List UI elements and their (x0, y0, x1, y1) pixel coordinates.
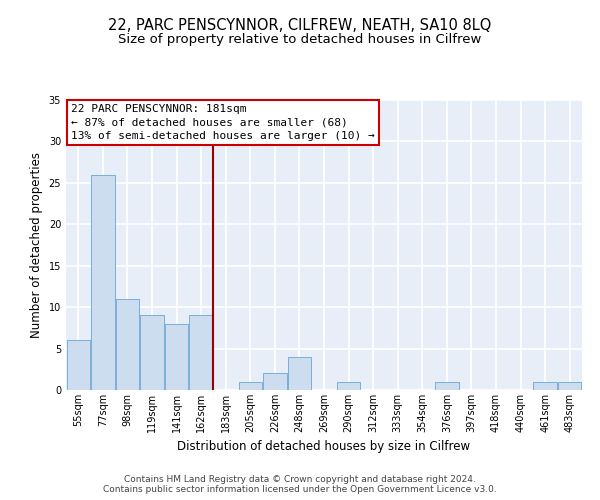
Bar (140, 316, 164, 390)
Text: Size of property relative to detached houses in Cilfrew: Size of property relative to detached ho… (118, 32, 482, 46)
Bar (116, 299, 139, 390)
Text: Contains HM Land Registry data © Crown copyright and database right 2024.
Contai: Contains HM Land Registry data © Crown c… (103, 474, 497, 494)
Bar (337, 382, 360, 390)
X-axis label: Distribution of detached houses by size in Cilfrew: Distribution of detached houses by size … (178, 440, 470, 454)
Bar (263, 374, 287, 390)
Bar (288, 357, 311, 390)
Y-axis label: Number of detached properties: Number of detached properties (30, 152, 43, 338)
Bar (165, 324, 188, 390)
Bar (190, 316, 213, 390)
Bar (239, 382, 262, 390)
Bar (67, 340, 90, 390)
Text: 22 PARC PENSCYNNOR: 181sqm
← 87% of detached houses are smaller (68)
13% of semi: 22 PARC PENSCYNNOR: 181sqm ← 87% of deta… (71, 104, 375, 141)
Bar (435, 382, 458, 390)
Bar (533, 382, 557, 390)
Bar (91, 174, 115, 390)
Bar (558, 382, 581, 390)
Text: 22, PARC PENSCYNNOR, CILFREW, NEATH, SA10 8LQ: 22, PARC PENSCYNNOR, CILFREW, NEATH, SA1… (109, 18, 491, 32)
